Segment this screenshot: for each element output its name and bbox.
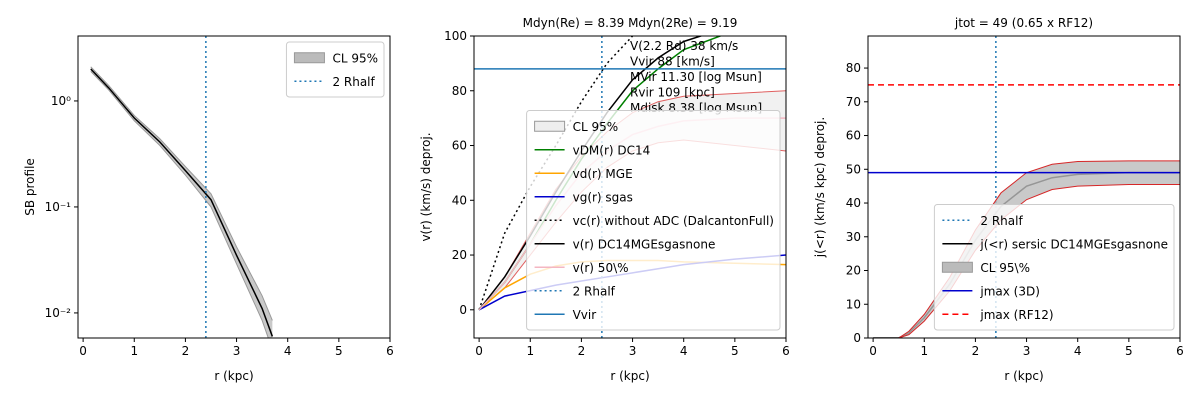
- y-tick-label: 80: [452, 84, 467, 98]
- panel-title: jtot = 49 (0.65 x RF12): [954, 16, 1093, 30]
- legend-label: 2 Rhalf: [980, 214, 1023, 228]
- legend-label: Vvir: [573, 308, 597, 322]
- legend: 2 Rhalf j(<r) sersic DC14MGEsgasnone CL 95…: [933, 204, 1175, 331]
- y-tick-label: 10⁻²: [45, 306, 72, 320]
- legend-label: v(r) 50\%: [573, 261, 629, 275]
- legend-swatch: [534, 120, 566, 132]
- plot-area: [868, 36, 1180, 338]
- y-tick-label: 20: [846, 264, 861, 278]
- panel: 0 1 2 3 4 5 6 10⁻² 10⁻¹ 10⁰ r (kpc) SB profile CL 95…: [23, 35, 394, 383]
- x-tick-label: 6: [1176, 344, 1184, 358]
- y-tick-label: 100: [444, 29, 467, 43]
- y-axis-label: v(r) (km/s) deproj.: [419, 132, 433, 241]
- y-tick-label: 70: [846, 95, 861, 109]
- y-tick-label: 10⁰: [51, 94, 71, 108]
- x-tick-label: 5: [1125, 344, 1133, 358]
- confidence-band: [90, 66, 273, 338]
- legend-label: CL 95%: [332, 51, 378, 65]
- x-tick-label: 3: [629, 344, 637, 358]
- legend-label: v(r) DC14MGEsgasnone: [573, 237, 716, 251]
- confidence-band: [873, 160, 1180, 338]
- legend-label: j(<r) sersic DC14MGEsgasnone: [979, 237, 1168, 251]
- y-tick-label: 80: [846, 61, 861, 75]
- y-tick-label: 30: [846, 230, 861, 244]
- legend-label: vDM(r) DC14: [573, 143, 651, 157]
- y-tick-label: 10⁻¹: [45, 200, 72, 214]
- y-tick-label: 40: [452, 193, 467, 207]
- y-tick-label: 40: [846, 196, 861, 210]
- x-tick-label: 2: [972, 344, 980, 358]
- legend-box: [526, 110, 781, 331]
- legend-label: jmax (RF12): [979, 308, 1053, 322]
- annotation: MVir 11.30 [log Msun]: [630, 70, 762, 84]
- legend-box: [285, 41, 385, 98]
- series-line: [478, 36, 634, 311]
- legend: CL 95% vDM(r) DC14 vd(r) MGE vg(r) sgas vc(r…: [526, 110, 781, 331]
- y-tick-label: 60: [846, 129, 861, 143]
- x-tick-label: 2: [182, 344, 190, 358]
- annotation: V(2.2 Rd) 38 km/s: [630, 39, 738, 53]
- x-tick-label: 3: [1023, 344, 1031, 358]
- y-tick-label: 50: [846, 162, 861, 176]
- y-axis-label: j(<r) (km/s kpc) deproj.: [813, 117, 827, 258]
- x-tick-label: 1: [920, 344, 928, 358]
- legend-label: jmax (3D): [979, 284, 1040, 298]
- legend-label: vc(r) without ADC (DalcantonFull): [573, 214, 774, 228]
- y-tick-label: 0: [459, 303, 467, 317]
- x-tick-label: 0: [869, 344, 877, 358]
- x-tick-label: 4: [680, 344, 688, 358]
- series-line: [90, 68, 274, 337]
- legend-label: vd(r) MGE: [573, 167, 633, 181]
- x-tick-label: 5: [335, 344, 343, 358]
- legend-label: vg(r) sgas: [573, 190, 633, 204]
- legend-label: 2 Rhalf: [573, 284, 616, 298]
- legend-label: CL 95%: [573, 120, 619, 134]
- band-edge: [90, 71, 269, 338]
- panel-title: Mdyn(Re) = 8.39 Mdyn(2Re) = 9.19: [523, 16, 738, 30]
- annotation: Rvir 109 [kpc]: [630, 86, 715, 100]
- plot-area: [90, 36, 274, 338]
- y-tick-label: 60: [452, 139, 467, 153]
- x-tick-label: 5: [731, 344, 739, 358]
- x-tick-label: 6: [386, 344, 394, 358]
- y-tick-label: 10: [846, 297, 861, 311]
- axes-frame: [867, 35, 1181, 339]
- x-axis-label: r (kpc): [610, 369, 649, 383]
- x-axis-label: r (kpc): [1004, 369, 1043, 383]
- x-tick-label: 4: [1074, 344, 1082, 358]
- y-tick-label: 20: [452, 248, 467, 262]
- x-tick-label: 0: [475, 344, 483, 358]
- annotation: Vvir 88 [km/s]: [630, 55, 715, 69]
- legend-label: CL 95\%: [980, 261, 1030, 275]
- legend-box: [933, 204, 1175, 331]
- y-axis-label: SB profile: [23, 158, 37, 216]
- legend-label: 2 Rhalf: [332, 75, 375, 89]
- band-edge: [90, 66, 273, 321]
- x-tick-label: 0: [79, 344, 87, 358]
- x-tick-label: 2: [578, 344, 586, 358]
- x-tick-label: 3: [233, 344, 241, 358]
- x-tick-label: 6: [782, 344, 790, 358]
- axes-frame: [77, 35, 391, 339]
- legend-swatch: [941, 261, 973, 273]
- y-tick-label: 0: [853, 331, 861, 345]
- x-tick-label: 4: [284, 344, 292, 358]
- legend: CL 95% 2 Rhalf: [285, 41, 385, 98]
- x-tick-label: 1: [130, 344, 138, 358]
- axes-frame: [473, 35, 787, 339]
- x-tick-label: 1: [526, 344, 534, 358]
- x-axis-label: r (kpc): [214, 369, 253, 383]
- legend-swatch: [293, 52, 325, 64]
